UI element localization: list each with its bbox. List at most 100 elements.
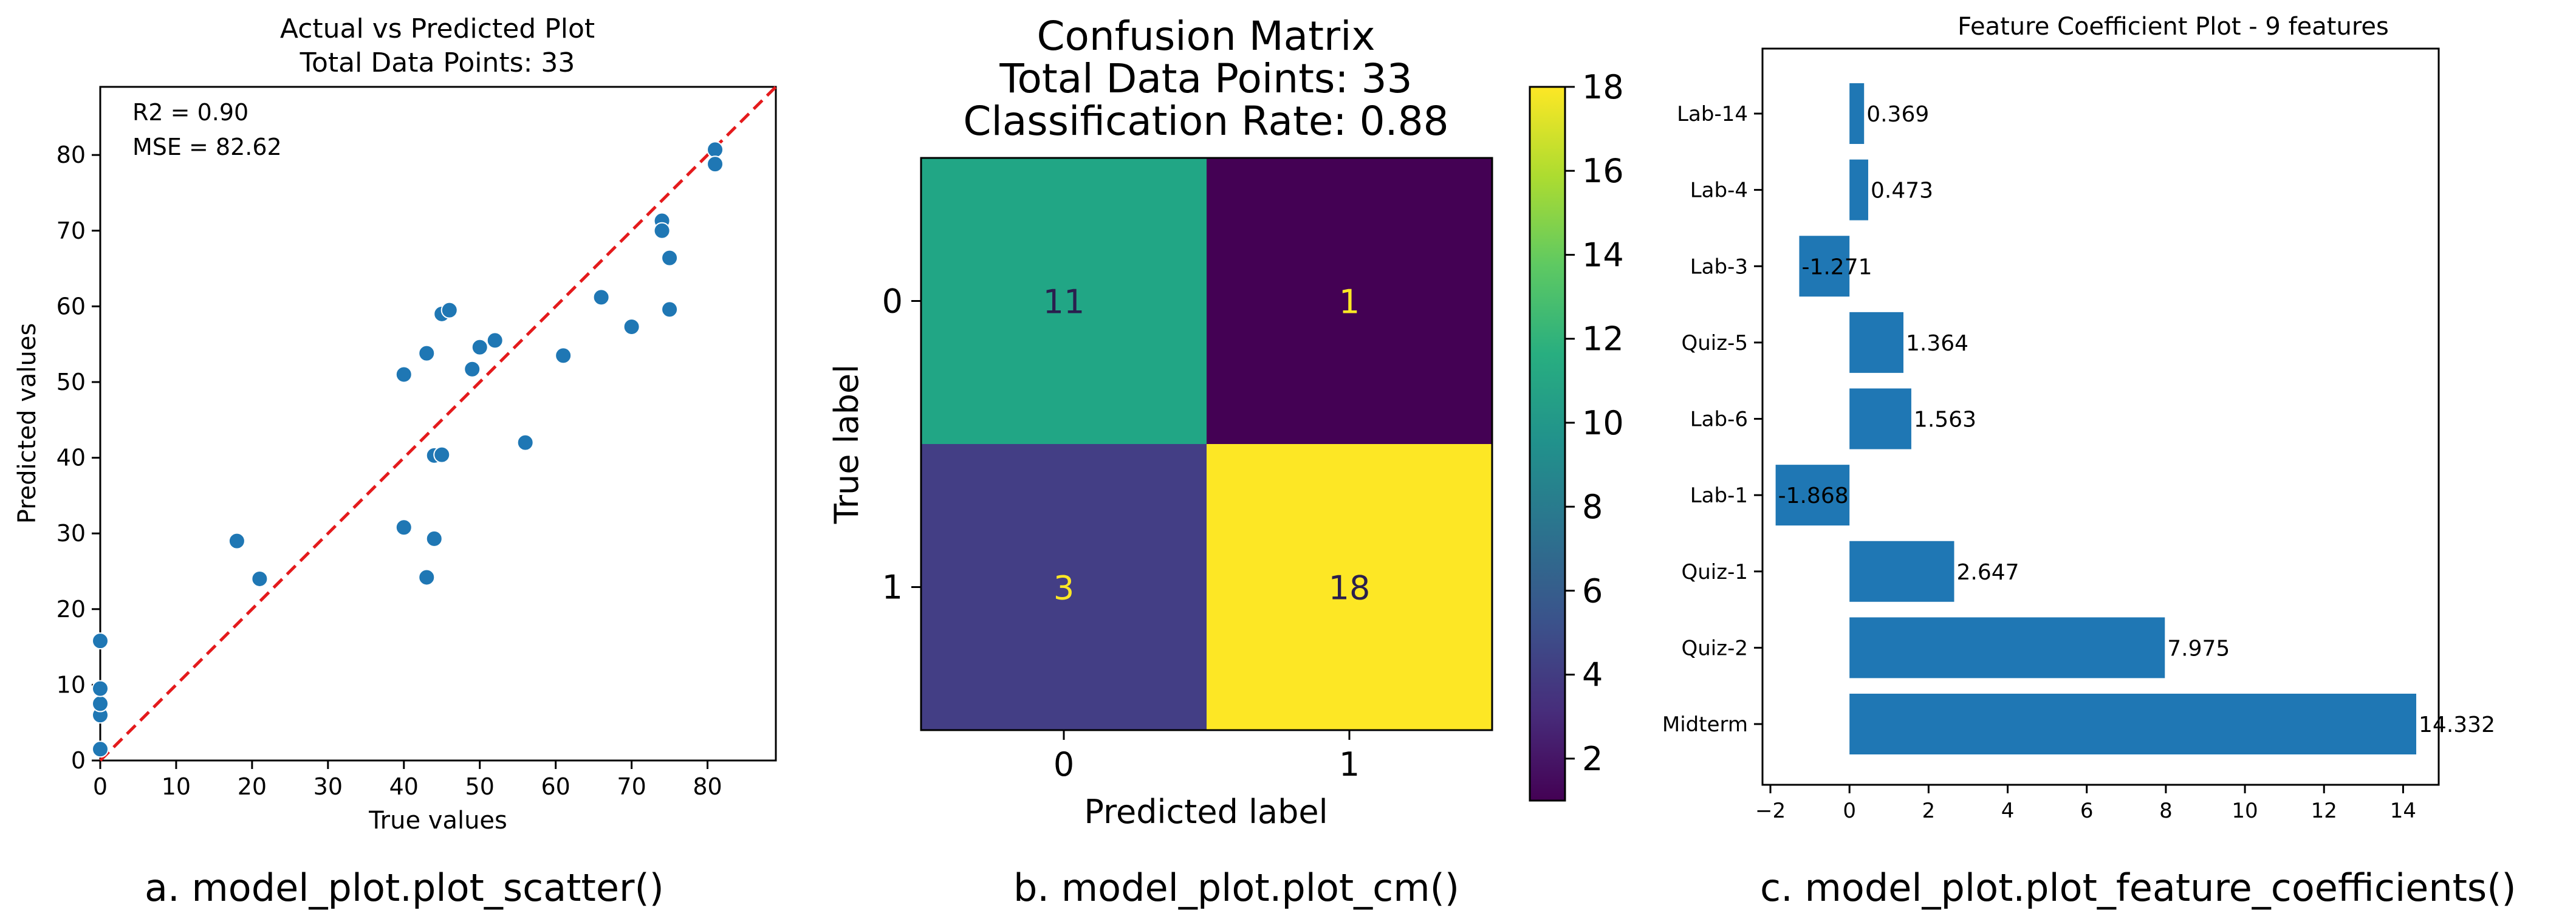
coef-xtick-label: 0 <box>1843 799 1856 823</box>
coef-category-label: Lab-14 <box>1677 102 1748 126</box>
confusion-matrix-panel: Confusion Matrix Total Data Points: 33 C… <box>827 13 1624 831</box>
cm-colorbar-tick-label: 16 <box>1582 152 1624 190</box>
scatter-point <box>418 344 436 362</box>
cm-title-line-1: Confusion Matrix <box>1036 13 1375 60</box>
scatter-point <box>92 740 109 758</box>
coef-category-label: Lab-1 <box>1690 484 1748 508</box>
scatter-point <box>653 222 671 239</box>
scatter-point <box>707 156 724 173</box>
cm-xtick-label: 1 <box>1339 745 1360 784</box>
coef-xtick-label: −2 <box>1755 799 1786 823</box>
scatter-xtick-label: 70 <box>617 773 646 800</box>
scatter-xtick-label: 10 <box>162 773 191 800</box>
scatter-point <box>707 141 724 159</box>
caption-c: c. model_plot.plot_feature_coefficients(… <box>1760 866 2516 910</box>
coef-value-label: 0.369 <box>1866 102 1929 127</box>
coef-xtick-label: 4 <box>2001 799 2015 823</box>
scatter-reference-line <box>99 86 777 762</box>
cm-axes-frame <box>920 157 1493 731</box>
coef-category-label: Quiz-1 <box>1681 560 1748 584</box>
coef-bar <box>1849 312 1903 373</box>
coef-xtick-label: 8 <box>2159 799 2173 823</box>
coef-bar <box>1775 465 1850 526</box>
cm-cell-value: 3 <box>1053 569 1074 607</box>
scatter-ytick-label: 60 <box>57 293 86 320</box>
coef-value-label: -1.271 <box>1801 255 1872 279</box>
scatter-subtitle: Total Data Points: 33 <box>300 47 575 78</box>
cm-title-line-2: Total Data Points: 33 <box>999 55 1412 102</box>
scatter-point <box>661 249 679 267</box>
scatter-ytick-label: 0 <box>71 747 86 774</box>
coef-value-label: -1.868 <box>1778 484 1849 508</box>
coef-value-label: 14.332 <box>2419 713 2495 737</box>
scatter-ytick-label: 10 <box>57 671 86 698</box>
scatter-ytick-label: 30 <box>57 520 86 547</box>
cm-colorbar-tick-label: 18 <box>1582 68 1624 106</box>
coef-category-label: Lab-4 <box>1690 179 1748 203</box>
coef-bar <box>1849 159 1868 220</box>
cm-colorbar-tick-label: 2 <box>1582 740 1603 778</box>
scatter-point <box>425 530 443 547</box>
cm-xlabel: Predicted label <box>1084 793 1327 831</box>
scatter-xlabel: True values <box>368 807 507 835</box>
scatter-annotation-r2: R2 = 0.90 <box>132 99 248 126</box>
scatter-point <box>418 569 436 586</box>
scatter-xtick-label: 80 <box>693 773 722 800</box>
cm-colorbar-tick-label: 4 <box>1582 656 1603 694</box>
scatter-point <box>464 360 481 378</box>
coef-value-label: 0.473 <box>1871 179 1933 203</box>
coef-xtick-label: 14 <box>2390 799 2416 823</box>
coef-bar <box>1799 236 1850 297</box>
scatter-point <box>92 695 109 713</box>
scatter-axes-frame <box>99 86 777 762</box>
scatter-xtick-label: 30 <box>313 773 343 800</box>
scatter-xtick-label: 40 <box>389 773 419 800</box>
scatter-point <box>395 366 413 383</box>
cm-cell <box>921 444 1207 730</box>
scatter-point <box>516 434 534 451</box>
coef-category-label: Quiz-2 <box>1681 636 1748 660</box>
cm-colorbar <box>1529 86 1566 802</box>
coef-axes-frame <box>1761 47 2440 786</box>
coef-xtick-label: 12 <box>2311 799 2337 823</box>
scatter-ytick-label: 70 <box>57 217 86 244</box>
scatter-ytick-label: 40 <box>57 445 86 471</box>
coef-xtick-label: 2 <box>1922 799 1936 823</box>
scatter-panel: Actual vs Predicted Plot Total Data Poin… <box>13 13 777 835</box>
cm-title-line-3: Classification Rate: 0.88 <box>963 98 1448 145</box>
scatter-point <box>623 318 640 336</box>
cm-colorbar-tick-label: 14 <box>1582 236 1624 274</box>
coef-category-label: Quiz-5 <box>1681 331 1748 355</box>
feature-coefficient-panel: Feature Coefficient Plot - 9 features La… <box>1662 13 2495 823</box>
caption-b: b. model_plot.plot_cm() <box>1013 866 1460 910</box>
scatter-ytick-label: 50 <box>57 369 86 395</box>
coef-bar <box>1849 694 2417 754</box>
scatter-xtick-label: 20 <box>238 773 267 800</box>
scatter-point <box>228 532 245 550</box>
scatter-title: Actual vs Predicted Plot <box>280 13 595 44</box>
cm-xtick-label: 0 <box>1053 745 1074 784</box>
scatter-point <box>433 446 451 463</box>
cm-colorbar-tick-label: 12 <box>1582 320 1624 358</box>
coef-bar <box>1849 617 2165 678</box>
coef-category-label: Midterm <box>1662 713 1748 737</box>
coef-category-label: Lab-3 <box>1690 255 1748 279</box>
caption-a: a. model_plot.plot_scatter() <box>145 866 664 910</box>
coef-xtick-label: 6 <box>2080 799 2094 823</box>
coef-title: Feature Coefficient Plot - 9 features <box>1958 13 2389 41</box>
scatter-point <box>395 519 413 536</box>
scatter-ylabel: Predicted values <box>13 323 41 524</box>
scatter-point <box>592 289 610 306</box>
scatter-ytick-label: 80 <box>57 142 86 168</box>
scatter-xtick-label: 50 <box>465 773 495 800</box>
scatter-point <box>471 338 488 356</box>
cm-colorbar-tick-label: 10 <box>1582 404 1624 442</box>
coef-value-label: 7.975 <box>2167 636 2230 661</box>
scatter-point <box>661 301 679 318</box>
coef-xtick-label: 10 <box>2232 799 2258 823</box>
coef-bar <box>1849 541 1954 602</box>
cm-cell-value: 11 <box>1043 283 1085 321</box>
coef-value-label: 2.647 <box>1956 560 2019 585</box>
cm-colorbar-tick-label: 6 <box>1582 572 1603 610</box>
